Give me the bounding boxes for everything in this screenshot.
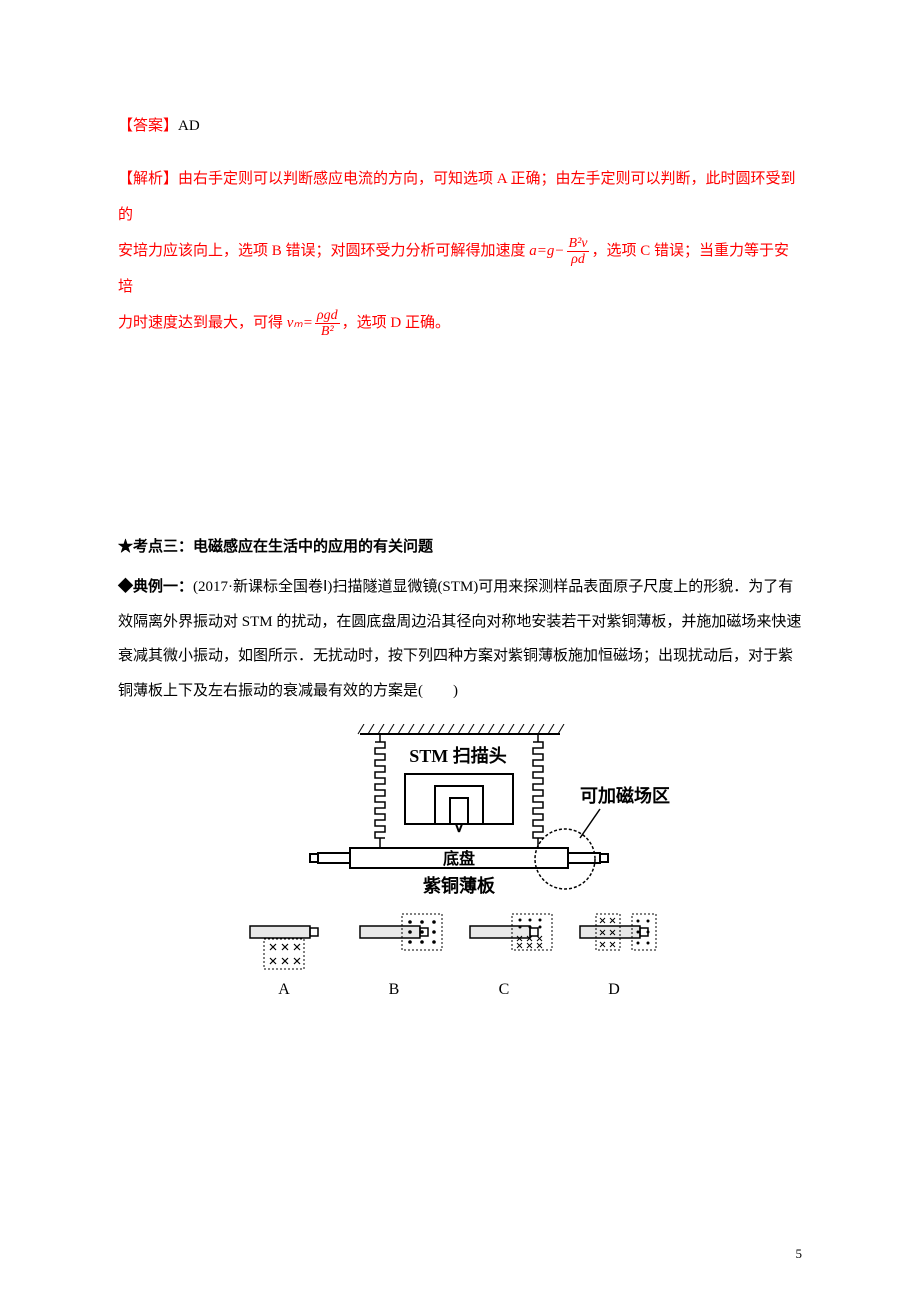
field-region-pointer [580,809,600,838]
right-spring [533,734,543,848]
analysis-text-3b: ，选项 D 正确。 [342,315,450,331]
page-number: 5 [796,1246,803,1262]
copper-plate-label: 紫铜薄板 [423,875,496,896]
formula-1-lhs: a=g− [529,243,564,259]
example-label: ◆典例一： [118,579,193,595]
analysis-text-2a: 安培力应该向上，选项 B 错误；对圆环受力分析可解得加速度 [118,243,529,259]
option-c-diagram: C [470,914,552,998]
formula-2-den: B² [315,324,340,339]
physics-diagram: STM 扫描头 可加磁场区 底盘 紫铜薄板 [240,724,680,1034]
section-title: ★考点三：电磁感应在生活中的应用的有关问题 [118,531,802,564]
option-b-diagram: B [360,914,442,998]
formula-1-num: B²v [567,236,590,252]
svg-text:A: A [278,981,290,998]
stm-head [405,774,513,832]
formula-2-lhs: vₘ= [287,315,313,331]
svg-text:D: D [608,981,620,998]
svg-text:底盘: 底盘 [443,849,475,868]
left-spring [375,734,385,848]
formula-2-fraction: ρgdB² [315,308,340,340]
option-a-diagram: A [250,926,318,998]
field-region-label: 可加磁场区 [580,785,670,806]
formula-1-fraction: B²vρd [567,236,590,268]
svg-text:B: B [389,981,400,998]
formula-1-den: ρd [567,252,590,267]
analysis-block: 【解析】由右手定则可以判断感应电流的方向，可知选项 A 正确；由左手定则可以判断… [118,161,802,341]
example-source: (2017·新课标全国卷Ⅰ) [193,579,332,595]
answer-label: 【答案】 [118,118,178,134]
answer-value: AD [178,118,200,134]
formula-2-num: ρgd [315,308,340,324]
scan-head-label: STM 扫描头 [409,745,507,766]
analysis-label: 【解析】 [118,171,178,187]
analysis-text-3a: 力时速度达到最大，可得 [118,315,287,331]
option-d-diagram: D [580,914,656,998]
field-region-circle [535,829,595,889]
answer-line: 【答案】AD [118,110,802,143]
svg-text:C: C [499,981,510,998]
ceiling-hatch [358,724,564,734]
diagram-container: STM 扫描头 可加磁场区 底盘 紫铜薄板 [118,724,802,1034]
example-text: 扫描隧道显微镜(STM)可用来探测样品表面原子尺度上的形貌．为了有效隔离外界振动… [118,579,801,699]
example-block: ◆典例一：(2017·新课标全国卷Ⅰ)扫描隧道显微镜(STM)可用来探测样品表面… [118,570,802,708]
analysis-text-1: 由右手定则可以判断感应电流的方向，可知选项 A 正确；由左手定则可以判断，此时圆… [118,171,796,223]
